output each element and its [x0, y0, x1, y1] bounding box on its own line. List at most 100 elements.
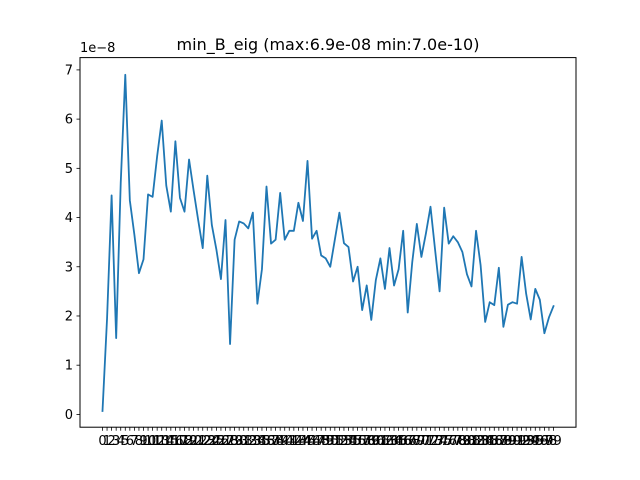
x-tick-label: 13 [153, 434, 170, 449]
x-tick-label: 30 [231, 434, 248, 449]
x-tick-label: 21 [190, 434, 207, 449]
x-tick-label: 43 [290, 434, 307, 449]
x-tick-label: 39 [272, 434, 289, 449]
x-tick-label: 66 [395, 434, 412, 449]
x-tick-label: 74 [431, 434, 448, 449]
x-tick-label: 8 [135, 434, 143, 449]
x-tick-label: 26 [213, 434, 230, 449]
x-tick-label: 58 [358, 434, 375, 449]
x-tick-label: 77 [445, 434, 462, 449]
x-tick-label: 99 [545, 434, 562, 449]
y-tick-label: 3 [65, 260, 73, 275]
x-tick-label: 46 [304, 434, 321, 449]
x-tick-label: 28 [222, 434, 239, 449]
x-tick-label: 52 [331, 434, 348, 449]
x-tick-label: 10 [140, 434, 157, 449]
x-tick-label: 69 [409, 434, 426, 449]
x-tick-label: 48 [313, 434, 330, 449]
x-tick-label: 15 [163, 434, 180, 449]
plot-area [101, 73, 555, 412]
x-tick-label: 41 [281, 434, 298, 449]
x-tick-label: 36 [258, 434, 275, 449]
y-tick-label: 2 [65, 309, 73, 324]
y-tick-label: 5 [65, 162, 73, 177]
x-tick-label: 64 [386, 434, 403, 449]
x-tick-label: 20 [185, 434, 202, 449]
x-tick-label: 86 [486, 434, 503, 449]
x-tick-label: 40 [276, 434, 293, 449]
x-tick-label: 0 [98, 434, 106, 449]
x-tick-label: 90 [504, 434, 521, 449]
x-tick-label: 83 [472, 434, 489, 449]
x-tick-label: 87 [491, 434, 508, 449]
x-tick-label: 59 [363, 434, 380, 449]
x-tick-label: 24 [204, 434, 221, 449]
x-tick-label: 37 [263, 434, 280, 449]
x-tick-label: 7 [130, 434, 138, 449]
x-tick-label: 22 [194, 434, 211, 449]
x-tick-label: 44 [295, 434, 312, 449]
x-tick-label: 91 [509, 434, 526, 449]
x-tick-label: 63 [381, 434, 398, 449]
x-tick-label: 76 [440, 434, 457, 449]
x-tick-label: 42 [286, 434, 303, 449]
x-tick-label: 68 [404, 434, 421, 449]
plot-frame [79, 57, 577, 428]
x-tick-label: 72 [422, 434, 439, 449]
x-tick-label: 12 [149, 434, 166, 449]
x-tick-label: 32 [240, 434, 257, 449]
x-tick-label: 78 [450, 434, 467, 449]
x-tick-label: 16 [167, 434, 184, 449]
x-tick-label: 27 [217, 434, 234, 449]
y-tick-label: 6 [65, 113, 73, 128]
x-tick-label: 92 [513, 434, 530, 449]
x-tick-label: 57 [354, 434, 371, 449]
y-tick-label: 7 [65, 63, 73, 78]
x-tick-label: 88 [495, 434, 512, 449]
y-tick-label: 0 [65, 408, 73, 423]
x-tick-label: 3 [112, 434, 120, 449]
x-axis: 0123456789101112131415161718192021222324… [98, 427, 562, 449]
x-tick-label: 70 [413, 434, 430, 449]
x-tick-label: 4 [117, 434, 125, 449]
x-tick-label: 84 [477, 434, 494, 449]
x-tick-label: 9 [139, 434, 147, 449]
x-tick-label: 71 [418, 434, 435, 449]
x-tick-label: 85 [481, 434, 498, 449]
x-tick-label: 45 [299, 434, 316, 449]
x-tick-label: 18 [176, 434, 193, 449]
x-tick-label: 89 [500, 434, 517, 449]
x-tick-label: 56 [349, 434, 366, 449]
x-tick-label: 6 [126, 434, 134, 449]
chart-title: min_B_eig (max:6.9e-08 min:7.0e-10) [177, 35, 480, 55]
x-tick-label: 14 [158, 434, 175, 449]
x-tick-label: 95 [527, 434, 544, 449]
x-tick-label: 25 [208, 434, 225, 449]
x-tick-label: 31 [235, 434, 252, 449]
x-tick-label: 53 [336, 434, 353, 449]
x-tick-label: 33 [245, 434, 262, 449]
y-axis-offset-label: 1e−8 [80, 41, 115, 56]
x-tick-label: 47 [308, 434, 325, 449]
x-tick-label: 55 [345, 434, 362, 449]
x-tick-label: 65 [390, 434, 407, 449]
x-tick-label: 75 [436, 434, 453, 449]
x-tick-label: 1 [103, 434, 111, 449]
x-tick-label: 35 [254, 434, 271, 449]
x-tick-label: 98 [541, 434, 558, 449]
x-tick-label: 11 [144, 434, 161, 449]
x-tick-label: 96 [532, 434, 549, 449]
series-line [101, 73, 555, 412]
x-tick-label: 50 [322, 434, 339, 449]
x-tick-label: 2 [107, 434, 115, 449]
x-tick-label: 29 [226, 434, 243, 449]
y-tick-label: 1 [65, 359, 73, 374]
x-tick-label: 34 [249, 434, 266, 449]
x-tick-label: 94 [522, 434, 539, 449]
x-tick-label: 93 [518, 434, 535, 449]
x-tick-label: 19 [181, 434, 198, 449]
x-tick-label: 80 [459, 434, 476, 449]
x-tick-label: 5 [121, 434, 129, 449]
x-tick-label: 49 [317, 434, 334, 449]
